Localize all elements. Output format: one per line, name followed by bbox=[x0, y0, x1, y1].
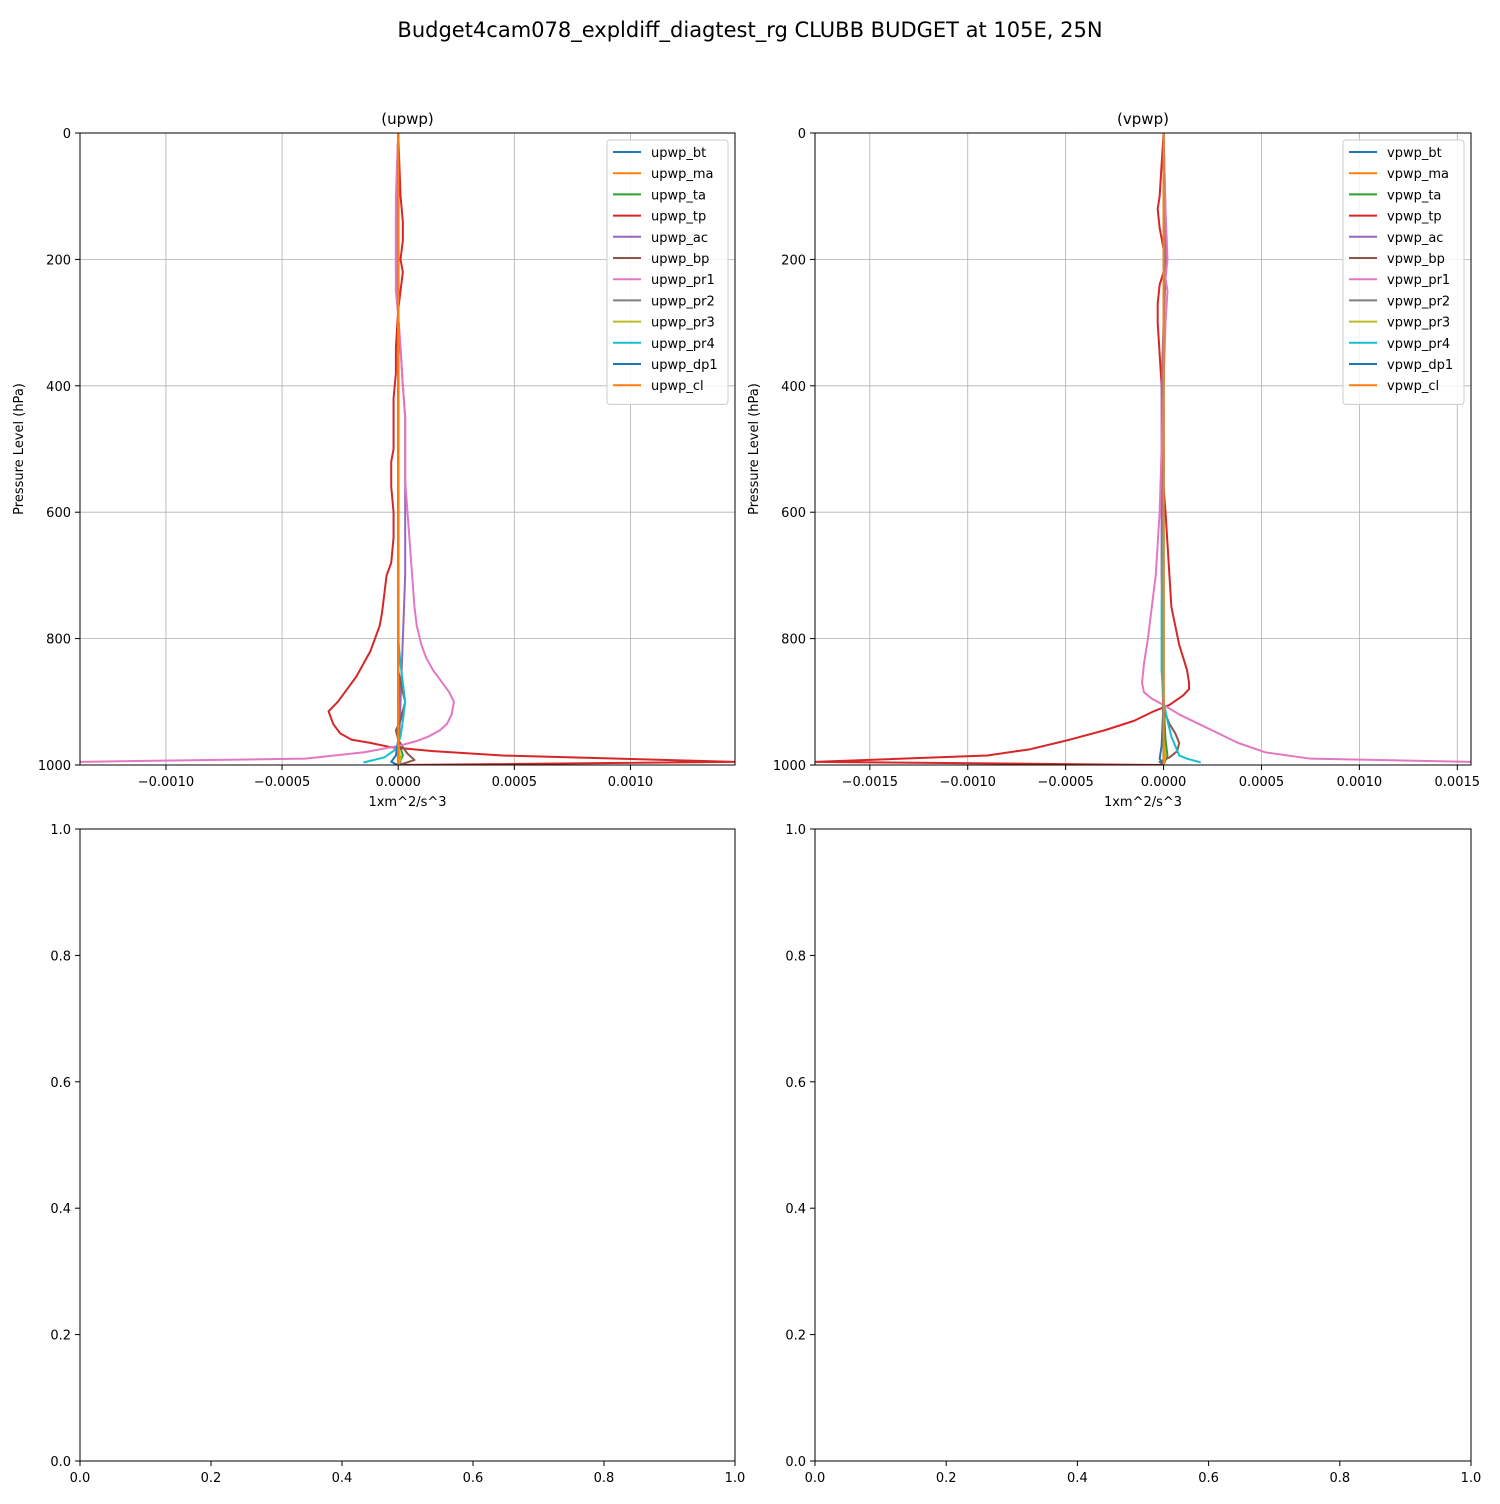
x-tick-label: 0.4 bbox=[1067, 1471, 1088, 1486]
y-tick-label: 1.0 bbox=[50, 823, 71, 838]
x-tick-label: −0.0010 bbox=[940, 775, 996, 790]
y-tick-label: 0.0 bbox=[50, 1455, 71, 1470]
legend-entry: vpwp_pr3 bbox=[1387, 316, 1450, 331]
legend-entry: vpwp_tp bbox=[1387, 210, 1442, 225]
legend-entry: vpwp_pr4 bbox=[1387, 337, 1450, 352]
x-tick-label: −0.0010 bbox=[138, 775, 194, 790]
y-tick-label: 200 bbox=[46, 253, 71, 268]
x-tick-label: 0.8 bbox=[594, 1471, 615, 1486]
legend: upwp_bt upwp_ma upwp_ta upwp_tp upwp_ac upwp_… bbox=[607, 140, 728, 404]
y-tick-label: 0.8 bbox=[785, 949, 806, 964]
x-axis-label: 1xm^2/s^3 bbox=[1104, 795, 1182, 810]
y-tick-label: 1.0 bbox=[785, 823, 806, 838]
legend-entry: upwp_cl bbox=[651, 379, 704, 394]
legend-entry: upwp_pr2 bbox=[651, 294, 715, 309]
subplot-1: −0.0010 −0.0005 0.0000 0.0005 0.0010 0 200 400 6… bbox=[12, 110, 735, 810]
series-line-vpwp_pr4 bbox=[1162, 133, 1201, 762]
legend-entry: vpwp_dp1 bbox=[1387, 358, 1453, 373]
legend-entry: vpwp_bp bbox=[1387, 252, 1445, 267]
y-tick-label: 400 bbox=[46, 380, 71, 395]
y-tick-label: 0.2 bbox=[785, 1329, 806, 1344]
y-tick-label: 400 bbox=[781, 380, 806, 395]
series-line-vpwp_tp bbox=[815, 133, 1189, 765]
x-tick-label: −0.0015 bbox=[842, 775, 898, 790]
legend-entry: upwp_ta bbox=[651, 188, 706, 203]
x-tick-label: 0.0010 bbox=[1337, 775, 1383, 790]
y-tick-label: 600 bbox=[781, 506, 806, 521]
y-tick-label: 0.4 bbox=[50, 1202, 71, 1217]
x-tick-label: 0.4 bbox=[332, 1471, 353, 1486]
legend-entry: upwp_dp1 bbox=[651, 358, 718, 373]
y-tick-label: 200 bbox=[781, 253, 806, 268]
x-tick-label: −0.0005 bbox=[1037, 775, 1093, 790]
legend-entry: upwp_bt bbox=[651, 146, 706, 161]
y-tick-label: 1000 bbox=[38, 759, 71, 774]
y-axis-label: Pressure Level (hPa) bbox=[747, 383, 762, 515]
subplot-title: (upwp) bbox=[381, 110, 434, 128]
x-tick-label: 0.0 bbox=[805, 1471, 826, 1486]
y-tick-label: 0.4 bbox=[785, 1202, 806, 1217]
y-tick-label: 800 bbox=[781, 633, 806, 648]
series-line-upwp_dp1 bbox=[391, 133, 398, 765]
y-tick-label: 0.6 bbox=[785, 1076, 806, 1091]
y-tick-label: 800 bbox=[46, 633, 71, 648]
x-tick-label: 0.2 bbox=[201, 1471, 222, 1486]
y-tick-label: 0.2 bbox=[50, 1329, 71, 1344]
x-tick-label: 1.0 bbox=[1461, 1471, 1482, 1486]
subplot-3: 0.0 0.2 0.4 0.6 0.8 1.0 0.0 0.2 0.4 0.6 0.8 1.0 bbox=[50, 823, 745, 1486]
x-tick-label: 1.0 bbox=[725, 1471, 746, 1486]
y-tick-label: 0.8 bbox=[50, 949, 71, 964]
x-tick-label: 0.0000 bbox=[1141, 775, 1187, 790]
legend-entry: vpwp_ac bbox=[1387, 231, 1443, 246]
legend-entry: upwp_tp bbox=[651, 210, 706, 225]
legend-entry: upwp_bp bbox=[651, 252, 709, 267]
legend: vpwp_bt vpwp_ma vpwp_ta vpwp_tp vpwp_ac vpwp_… bbox=[1343, 140, 1464, 404]
x-tick-label: 0.0005 bbox=[1239, 775, 1285, 790]
y-axis-label: Pressure Level (hPa) bbox=[12, 383, 27, 515]
subplot-title: (vpwp) bbox=[1117, 110, 1169, 128]
x-tick-label: 0.0 bbox=[70, 1471, 91, 1486]
legend-entry: vpwp_ta bbox=[1387, 188, 1441, 203]
x-tick-label: 0.0010 bbox=[608, 775, 654, 790]
x-tick-label: −0.0005 bbox=[254, 775, 310, 790]
x-tick-label: 0.2 bbox=[936, 1471, 957, 1486]
subplot-2: −0.0015 −0.0010 −0.0005 0.0000 0.0005 0.0010 0… bbox=[747, 110, 1480, 810]
x-tick-label: 0.0000 bbox=[375, 775, 421, 790]
x-tick-label: 0.6 bbox=[1198, 1471, 1219, 1486]
legend-entry: vpwp_bt bbox=[1387, 146, 1442, 161]
legend-entry: upwp_pr3 bbox=[651, 316, 715, 331]
legend-entry: upwp_ma bbox=[651, 167, 714, 182]
y-tick-label: 0.0 bbox=[785, 1455, 806, 1470]
x-tick-label: 0.6 bbox=[463, 1471, 484, 1486]
x-axis-label: 1xm^2/s^3 bbox=[368, 795, 446, 810]
axes-frame bbox=[815, 829, 1471, 1461]
legend-entry: vpwp_pr2 bbox=[1387, 294, 1450, 309]
legend-entry: vpwp_ma bbox=[1387, 167, 1449, 182]
legend-entry: upwp_pr1 bbox=[651, 273, 715, 288]
y-tick-label: 0 bbox=[63, 127, 71, 142]
axes-frame bbox=[80, 829, 735, 1461]
subplot-4: 0.0 0.2 0.4 0.6 0.8 1.0 0.0 0.2 0.4 0.6 0.8 1.0 bbox=[785, 823, 1481, 1486]
y-tick-label: 600 bbox=[46, 506, 71, 521]
y-tick-label: 0.6 bbox=[50, 1076, 71, 1091]
x-tick-label: 0.0005 bbox=[492, 775, 538, 790]
x-tick-label: 0.8 bbox=[1329, 1471, 1350, 1486]
legend-entry: upwp_pr4 bbox=[651, 337, 715, 352]
y-tick-label: 0 bbox=[798, 127, 806, 142]
x-tick-label: 0.0015 bbox=[1435, 775, 1481, 790]
figure-title: Budget4cam078_expldiff_diagtest_rg CLUBB… bbox=[397, 18, 1102, 43]
y-tick-label: 1000 bbox=[773, 759, 806, 774]
legend-entry: vpwp_cl bbox=[1387, 379, 1439, 394]
legend-entry: upwp_ac bbox=[651, 231, 708, 246]
legend-entry: vpwp_pr1 bbox=[1387, 273, 1450, 288]
